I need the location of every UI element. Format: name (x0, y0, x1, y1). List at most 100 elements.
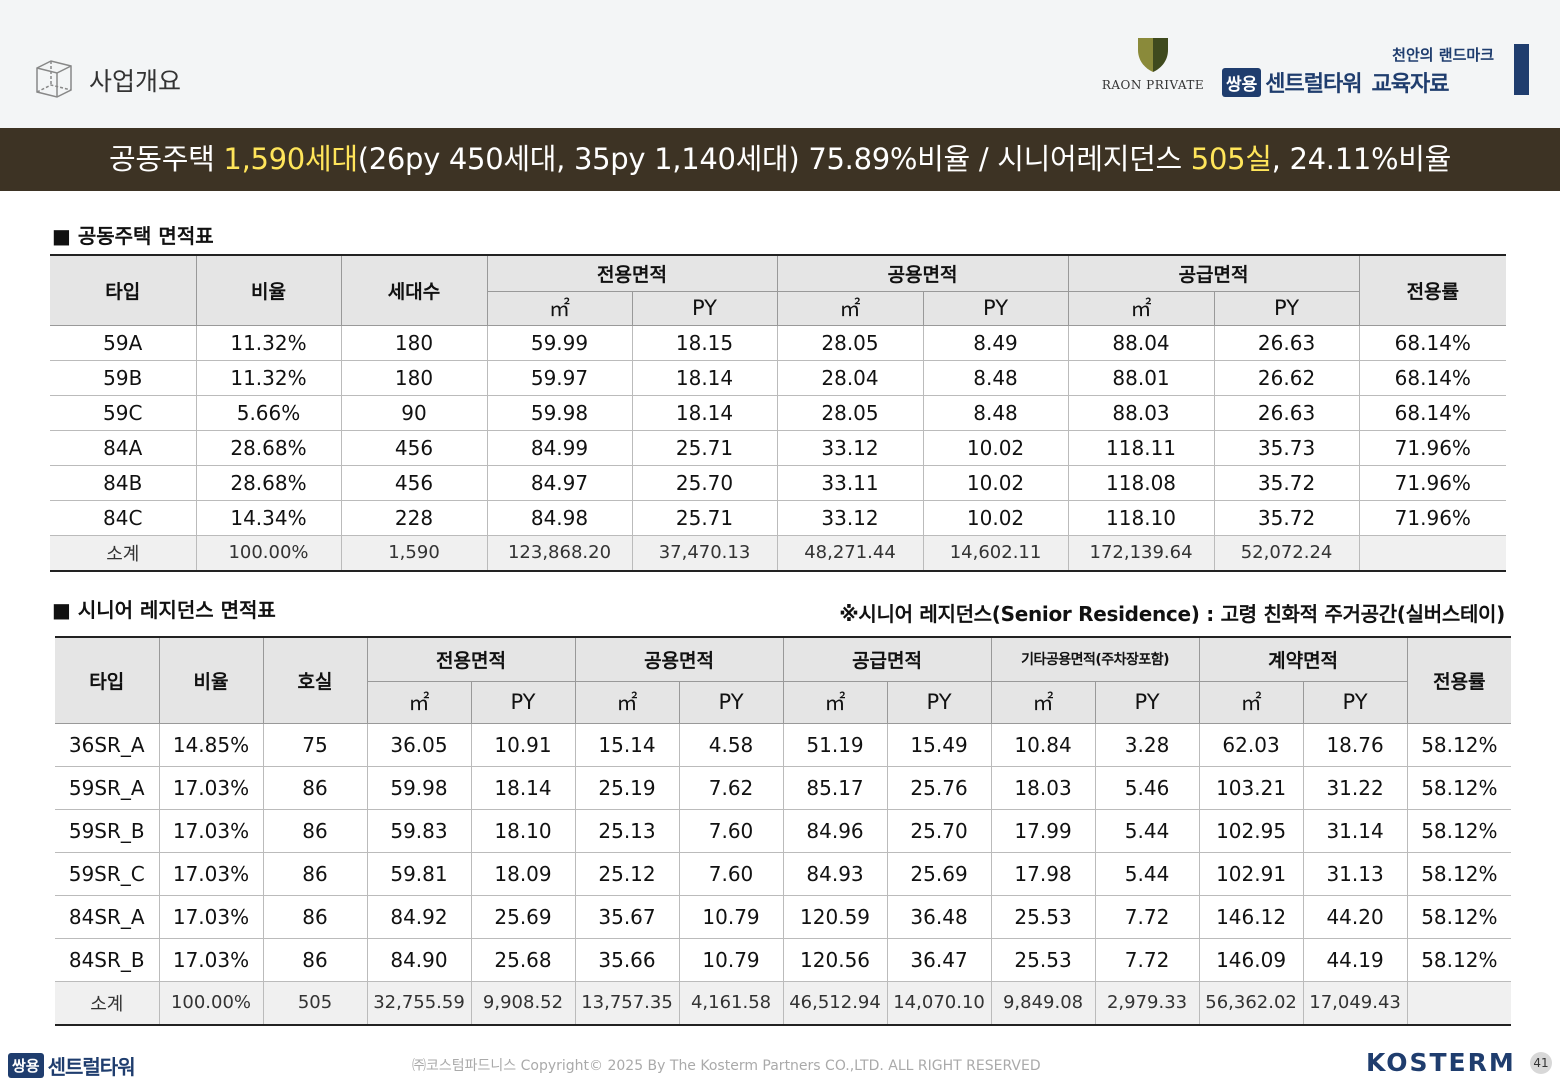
accent-bar (1514, 44, 1529, 95)
col-exclusive-area: 전용면적 (486, 254, 778, 292)
table-cell: 17.03% (158, 894, 264, 939)
table-cell: 10.91 (470, 722, 576, 767)
table-cell: 14.34% (195, 499, 342, 536)
summary-banner: 공동주택 1,590세대(26py 450세대, 35py 1,140세대) 7… (0, 128, 1560, 191)
table-cell: 58.12% (1406, 937, 1512, 982)
table-cell: 18.76 (1302, 722, 1408, 767)
table-row: 59A 11.32% 180 59.99 18.15 28.05 8.49 88.04 26.6… (50, 324, 1507, 361)
unit-m2: ㎡ (782, 680, 888, 724)
table-cell: 35.66 (574, 937, 680, 982)
table-cell: 15.14 (574, 722, 680, 767)
table-cell: 71.96% (1358, 429, 1507, 466)
unit-m2: ㎡ (367, 680, 472, 724)
table-cell: 7.62 (678, 765, 784, 810)
table-cell: 35.72 (1213, 499, 1360, 536)
cube-outline-icon (36, 60, 72, 98)
subtotal-cell: 100.00% (158, 980, 264, 1025)
col-type: 타입 (55, 636, 160, 724)
table-cell: 59A (50, 324, 197, 361)
table-cell: 146.09 (1198, 937, 1304, 982)
table-cell: 146.12 (1198, 894, 1304, 939)
subtotal-cell: 123,868.20 (486, 534, 633, 571)
table-cell: 10.02 (922, 464, 1069, 501)
table-cell: 31.22 (1302, 765, 1408, 810)
subtotal-cell: 소계 (55, 980, 160, 1025)
subtotal-row: 소계 100.00% 1,590 123,868.20 37,470.13 48,271.… (50, 534, 1507, 571)
brand-block: 천안의 랜드마크 쌍용 센트럴타워 교육자료 (1222, 44, 1494, 98)
table-row: 84SR_A 17.03% 86 84.92 25.69 35.67 10.79 120.59… (55, 894, 1512, 939)
table-cell: 118.08 (1067, 464, 1215, 501)
table-cell: 35.67 (574, 894, 680, 939)
brand-row: 쌍용 센트럴타워 교육자료 (1222, 66, 1449, 98)
table-cell: 36.48 (886, 894, 992, 939)
table-cell: 36SR_A (55, 722, 160, 767)
table-cell: 84.96 (782, 808, 888, 853)
subtotal-cell: 4,161.58 (678, 980, 784, 1025)
senior-table-title: ■ 시니어 레지던스 면적표 (52, 598, 276, 622)
table-cell: 59SR_C (55, 851, 160, 896)
table-cell: 18.03 (990, 765, 1096, 810)
table-cell: 86 (262, 937, 368, 982)
table-cell: 84.99 (486, 429, 633, 466)
footer-brand-logo: 쌍용 센트럴타워 (8, 1051, 136, 1080)
table-cell: 18.14 (631, 394, 778, 431)
col-efficiency: 전용률 (1406, 636, 1512, 724)
table-cell: 10.79 (678, 937, 784, 982)
table-cell: 58.12% (1406, 808, 1512, 853)
unit-m2: ㎡ (487, 290, 633, 326)
table-cell: 5.46 (1094, 765, 1200, 810)
subtotal-cell: 9,849.08 (990, 980, 1096, 1025)
subtotal-cell: 37,470.13 (631, 534, 778, 571)
brand-suffix: 교육자료 (1371, 72, 1449, 97)
table-cell: 7.72 (1094, 937, 1200, 982)
table-cell: 84.90 (366, 937, 472, 982)
table-cell: 59C (50, 394, 197, 431)
table-cell: 103.21 (1198, 765, 1304, 810)
table-cell: 18.09 (470, 851, 576, 896)
table-cell: 71.96% (1358, 464, 1507, 501)
table-cell: 17.03% (158, 765, 264, 810)
unit-py: PY (1213, 290, 1360, 326)
table-cell: 10.02 (922, 429, 1069, 466)
table-cell: 86 (262, 851, 368, 896)
table-cell: 59SR_B (55, 808, 160, 853)
table-cell: 10.02 (922, 499, 1069, 536)
table-cell: 28.68% (195, 464, 342, 501)
subtotal-cell: 소계 (50, 534, 197, 571)
apartment-area-table: 타입 비율 세대수 전용면적 공용면적 공급면적 전용률 ㎡ PY ㎡ PY ㎡… (50, 254, 1507, 572)
table-cell: 15.49 (886, 722, 992, 767)
table-cell: 25.53 (990, 894, 1096, 939)
table-cell: 7.60 (678, 808, 784, 853)
table-cell: 59.81 (366, 851, 472, 896)
col-ratio: 비율 (158, 636, 264, 724)
apartment-table-title: ■ 공동주택 면적표 (52, 224, 214, 248)
table-cell: 28.04 (776, 359, 924, 396)
subtotal-cell: 17,049.43 (1302, 980, 1408, 1025)
table-cell: 62.03 (1198, 722, 1304, 767)
table-cell: 88.04 (1067, 324, 1215, 361)
table-cell: 5.66% (195, 394, 342, 431)
table-cell: 84A (50, 429, 197, 466)
unit-m2: ㎡ (1198, 680, 1304, 724)
table-cell: 33.12 (776, 429, 924, 466)
table-cell: 118.10 (1067, 499, 1215, 536)
table-cell: 7.72 (1094, 894, 1200, 939)
table-cell: 33.12 (776, 499, 924, 536)
table-cell: 17.98 (990, 851, 1096, 896)
footer-brand-name: 센트럴타워 (47, 1055, 136, 1079)
banner-text-3: , 24.11%비율 (1271, 142, 1452, 176)
subtotal-cell: 172,139.64 (1067, 534, 1215, 571)
table-cell: 8.48 (922, 359, 1069, 396)
table-cell: 58.12% (1406, 851, 1512, 896)
table-cell: 58.12% (1406, 765, 1512, 810)
subtotal-cell: 56,362.02 (1198, 980, 1304, 1025)
unit-m2: ㎡ (990, 680, 1096, 724)
raon-shield-logo (1138, 38, 1168, 72)
table-cell: 25.71 (631, 499, 778, 536)
subtotal-cell: 505 (262, 980, 368, 1025)
table-cell: 88.01 (1067, 359, 1215, 396)
col-efficiency: 전용률 (1358, 254, 1507, 326)
table-cell: 25.19 (574, 765, 680, 810)
page-number: 41 (1530, 1052, 1552, 1074)
table-row: 59B 11.32% 180 59.97 18.14 28.04 8.48 88.01 26.6… (50, 359, 1507, 396)
